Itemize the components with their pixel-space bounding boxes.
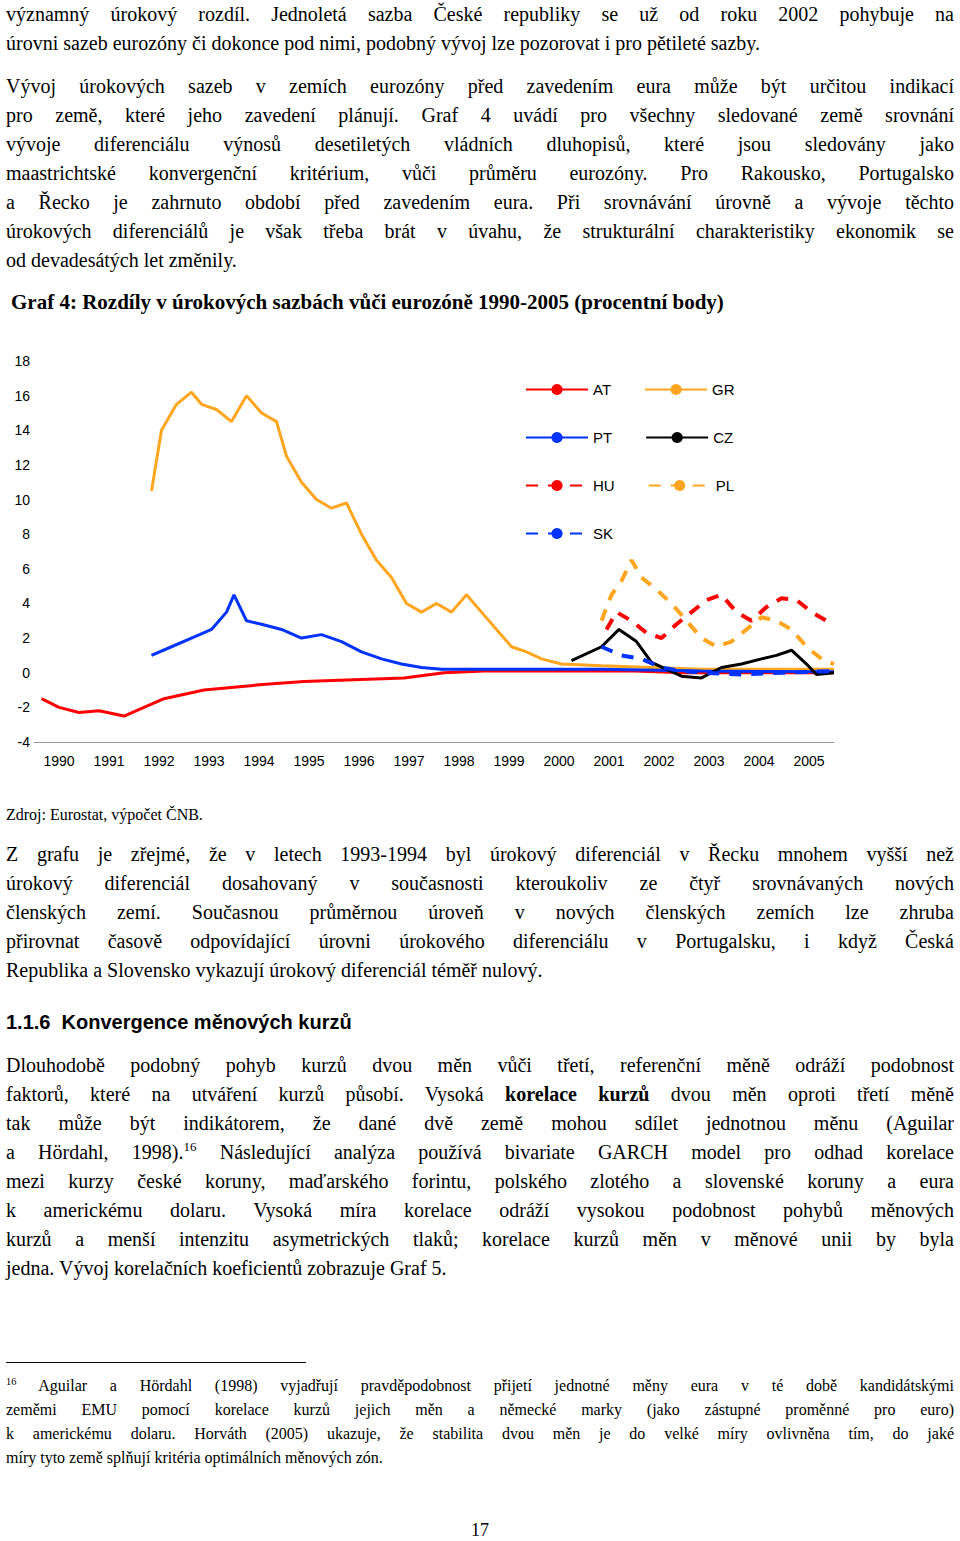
svg-text:2: 2	[22, 630, 30, 646]
svg-text:1996: 1996	[343, 753, 374, 769]
svg-text:2003: 2003	[693, 753, 724, 769]
html-text:od devadesátých let změnily.: od devadesátých let změnily.	[6, 249, 237, 271]
svg-text:2004: 2004	[743, 753, 774, 769]
svg-text:PT: PT	[593, 429, 612, 446]
svg-text:1991: 1991	[93, 753, 124, 769]
html-text:1.1.6 Konvergence měnových kur: 1.1.6 Konvergence měnových kurzů	[6, 1011, 352, 1033]
svg-text:2002: 2002	[643, 753, 674, 769]
html-text:významný úrokový rozdíl. Jedno: významný úrokový rozdíl. Jednoletá sazba…	[6, 3, 954, 25]
svg-text:PL: PL	[716, 477, 734, 494]
svg-text:8: 8	[22, 526, 30, 542]
svg-text:SK: SK	[593, 525, 613, 542]
svg-text:16: 16	[14, 388, 30, 404]
html-text:k americkému dolaru. Vysoká mí: k americkému dolaru. Vysoká míra korelac…	[6, 1199, 954, 1221]
html-text:faktorů, které na utváření kur: faktorů, které na utváření kurzů působí.…	[6, 1083, 954, 1105]
html-text:úrokový diferenciál dosahovaný: úrokový diferenciál dosahovaný v současn…	[6, 872, 954, 894]
svg-text:-2: -2	[18, 699, 31, 715]
svg-text:-4: -4	[18, 734, 31, 750]
html-text:17: 17	[471, 1520, 489, 1540]
html-text:úrovni sazeb eurozóny či dokon: úrovni sazeb eurozóny či dokonce pod nim…	[6, 32, 761, 54]
svg-text:4: 4	[22, 595, 30, 611]
svg-text:10: 10	[14, 492, 30, 508]
html-text:mezi kurzy české koruny, maďar: mezi kurzy české koruny, maďarského fori…	[6, 1170, 954, 1192]
html-text:tak může být indikátorem, že d: tak může být indikátorem, že dané dvě ze…	[6, 1112, 954, 1134]
svg-text:14: 14	[14, 422, 30, 438]
svg-text:1995: 1995	[293, 753, 324, 769]
svg-text:18: 18	[14, 353, 30, 369]
svg-text:1990: 1990	[43, 753, 74, 769]
svg-text:1997: 1997	[393, 753, 424, 769]
html-text:Vývoj úrokových sazeb v zemích: Vývoj úrokových sazeb v zemích eurozóny …	[6, 75, 954, 97]
svg-text:12: 12	[14, 457, 30, 473]
html-text:a Řecko je zahrnuto období pře: a Řecko je zahrnuto období před zavedení…	[6, 191, 954, 213]
html-text:Z grafu je zřejmé, že v letech: Z grafu je zřejmé, že v letech 1993-1994…	[6, 843, 954, 865]
html-text:jedna. Vývoj korelačních koefi: jedna. Vývoj korelačních koeficientů zob…	[6, 1257, 447, 1279]
html-text:přirovnat časově odpovídající: přirovnat časově odpovídající úrovni úro…	[6, 930, 954, 952]
svg-text:GR: GR	[712, 381, 735, 398]
html-text:maastrichtské konvergenční kri: maastrichtské konvergenční kritérium, vů…	[6, 162, 954, 184]
html-text:míry tyto země splňují kritéri: míry tyto země splňují kritéria optimáln…	[6, 1449, 383, 1466]
html-text:vývoje diferenciálu výnosů des: vývoje diferenciálu výnosů desetiletých …	[6, 133, 954, 155]
svg-text:0: 0	[22, 665, 30, 681]
html-text:pro země, které jeho zavedení: pro země, které jeho zavedení plánují. G…	[6, 104, 954, 126]
html-text:Zdroj: Eurostat, výpočet ČNB.: Zdroj: Eurostat, výpočet ČNB.	[6, 806, 203, 823]
html-text:k americkému dolaru. Horváth (: k americkému dolaru. Horváth (2005) ukaz…	[6, 1425, 954, 1442]
svg-text:1998: 1998	[443, 753, 474, 769]
svg-text:2005: 2005	[793, 753, 824, 769]
svg-text:6: 6	[22, 561, 30, 577]
svg-text:2001: 2001	[593, 753, 624, 769]
svg-text:1999: 1999	[493, 753, 524, 769]
html-text:16Aguilar a Hördahl (1998) vyj: 16Aguilar a Hördahl (1998) vyjadřují pra…	[6, 1375, 954, 1394]
svg-text:AT: AT	[593, 381, 611, 398]
html-text:úrokových diferenciálů je však: úrokových diferenciálů je však třeba brá…	[6, 220, 954, 242]
svg-text:1993: 1993	[193, 753, 224, 769]
svg-text:HU: HU	[593, 477, 615, 494]
svg-text:Graf 4: Rozdíly v úrokových sa: Graf 4: Rozdíly v úrokových sazbách vůči…	[11, 290, 724, 314]
svg-text:2000: 2000	[543, 753, 574, 769]
svg-text:1994: 1994	[243, 753, 274, 769]
html-text:kurzů a menší intenzitu asymet: kurzů a menší intenzitu asymetrických tl…	[6, 1228, 954, 1250]
svg-text:1992: 1992	[143, 753, 174, 769]
svg-text:CZ: CZ	[713, 429, 733, 446]
html-text:Dlouhodobě podobný pohyb kurzů: Dlouhodobě podobný pohyb kurzů dvou měn …	[6, 1054, 954, 1076]
html-text:zeměmi EMU pomocí korelace kur: zeměmi EMU pomocí korelace kurzů jejich …	[6, 1401, 954, 1418]
html-text:a Hördahl, 1998).16Následující: a Hördahl, 1998).16Následující analýza p…	[6, 1139, 954, 1163]
html-text:Republika a Slovensko vykazují: Republika a Slovensko vykazují úrokový d…	[6, 959, 543, 981]
html-text:členských zemí. Současnou prům: členských zemí. Současnou průměrnou úrov…	[6, 901, 954, 923]
